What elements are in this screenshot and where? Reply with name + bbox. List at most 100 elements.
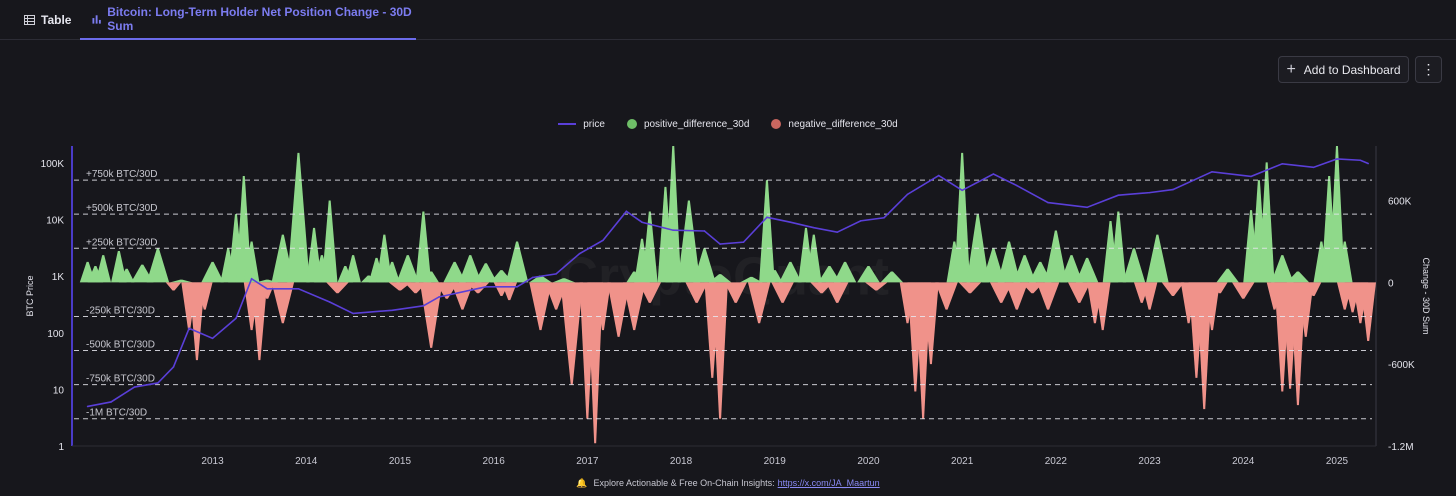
positive-area-mark [552, 278, 576, 283]
bell-icon: 🔔 [576, 477, 588, 488]
chart-canvas: CryptoQuant1101001K10K100K-1.2M-600K0600… [25, 146, 1431, 467]
price-point [578, 252, 581, 255]
table-icon [24, 15, 35, 25]
negative-area-mark [1196, 282, 1213, 410]
y-left-tick-label: 1 [58, 442, 64, 453]
positive-area-mark [708, 274, 732, 283]
price-point [1117, 194, 1120, 197]
positive-area-mark [857, 266, 880, 283]
price-point [110, 401, 112, 403]
negative-area-mark [935, 282, 958, 310]
reference-line-label: -750k BTC/30D [86, 374, 155, 385]
y-left-tick-label: 1K [52, 272, 65, 283]
positive-area-mark [818, 266, 841, 283]
price-point [859, 220, 862, 222]
price-point [1047, 201, 1049, 204]
tab-table[interactable]: Table [24, 0, 71, 40]
price-point [297, 287, 300, 290]
price-point [1172, 188, 1174, 191]
y-right-axis-title: Change - 30D Sum [1421, 257, 1431, 334]
price-point [672, 229, 675, 232]
negative-area-mark [587, 282, 603, 444]
legend-label-price: price [583, 118, 605, 130]
price-point [719, 243, 721, 245]
price-point [625, 210, 628, 213]
positive-area-mark [1044, 230, 1068, 283]
more-vertical-icon: ⋮ [1421, 61, 1436, 77]
negative-area-mark [638, 282, 662, 303]
negative-area-mark [1161, 282, 1185, 296]
price-point [1312, 166, 1315, 169]
negative-area-mark [1305, 282, 1322, 296]
more-options-button[interactable]: ⋮ [1415, 56, 1442, 83]
positive-area-mark [759, 180, 775, 283]
footer-link[interactable]: https://x.com/JA_Maartun [777, 478, 880, 488]
x-tick-label: 2024 [1232, 456, 1255, 467]
positive-area-mark [805, 234, 822, 283]
price-point [906, 193, 909, 196]
positive-area-mark [345, 255, 361, 283]
negative-area-mark [451, 282, 474, 310]
negative-area-mark [989, 282, 1013, 303]
y-left-tick-label: 10 [53, 385, 65, 396]
negative-area-mark [1094, 282, 1111, 331]
add-to-dashboard-button[interactable]: + Add to Dashboard [1278, 56, 1409, 83]
x-tick-label: 2013 [201, 456, 224, 467]
negative-area-mark [1005, 282, 1029, 310]
negative-area-mark [1360, 282, 1376, 341]
negative-area-mark [1141, 282, 1158, 310]
positive-area-mark [474, 263, 498, 283]
price-point [602, 239, 604, 242]
footer-text: Explore Actionable & Free On-Chain Insig… [593, 478, 775, 488]
positive-area-mark [779, 261, 802, 283]
positive-area-mark [505, 241, 529, 283]
tab-chart[interactable]: Bitcoin: Long-Term Holder Net Position C… [80, 0, 416, 40]
price-point [742, 241, 745, 243]
positive-area-mark [997, 241, 1021, 283]
price-point [555, 273, 557, 275]
x-tick-label: 2015 [389, 456, 412, 467]
negative-area-mark [529, 282, 552, 331]
positive-area-mark [458, 255, 482, 283]
negative-area-mark [388, 282, 412, 291]
price-point [961, 189, 963, 192]
price-point [1016, 184, 1018, 187]
positive-area-mark [1013, 255, 1036, 283]
price-line-icon [558, 123, 577, 125]
positive-area-mark [321, 200, 338, 283]
price-point [86, 405, 89, 408]
positive-area-mark [1258, 162, 1275, 283]
negative-area-mark [419, 282, 443, 348]
reference-line-label: -500k BTC/30D [86, 340, 155, 351]
price-point [1148, 191, 1151, 194]
tab-bar: Table Bitcoin: Long-Term Holder Net Posi… [0, 0, 1456, 40]
legend-item-negative[interactable]: negative_difference_30d [771, 119, 898, 130]
positive-area-mark [1271, 255, 1294, 283]
positive-area-mark [95, 255, 112, 283]
negative-area-mark [747, 282, 771, 324]
price-point [883, 216, 885, 219]
negative-area-mark [196, 282, 213, 310]
chart-legend: price positive_difference_30d negative_d… [0, 116, 1456, 132]
negative-area-mark [810, 282, 833, 294]
positive-area-mark [131, 264, 154, 283]
price-point [812, 226, 815, 229]
positive-area-mark [287, 152, 310, 283]
positive-area-mark [880, 271, 904, 283]
positive-area-mark [1060, 255, 1083, 283]
negative-area-mark [771, 282, 794, 303]
legend-item-price[interactable]: price [558, 119, 605, 130]
legend-item-positive[interactable]: positive_difference_30d [626, 119, 749, 130]
price-point [516, 286, 518, 288]
add-to-dashboard-label: Add to Dashboard [1303, 62, 1401, 77]
price-point [1367, 162, 1369, 165]
y-left-axis-title: BTC Price [25, 275, 35, 316]
positive-area-mark [642, 211, 658, 283]
positive-area-mark [1110, 211, 1127, 283]
price-point [1250, 175, 1252, 178]
y-left-tick-label: 100K [41, 159, 65, 170]
positive-area-mark [833, 261, 857, 283]
price-point [235, 317, 237, 320]
positive-dot-icon [626, 119, 637, 129]
negative-area-mark [958, 282, 982, 294]
